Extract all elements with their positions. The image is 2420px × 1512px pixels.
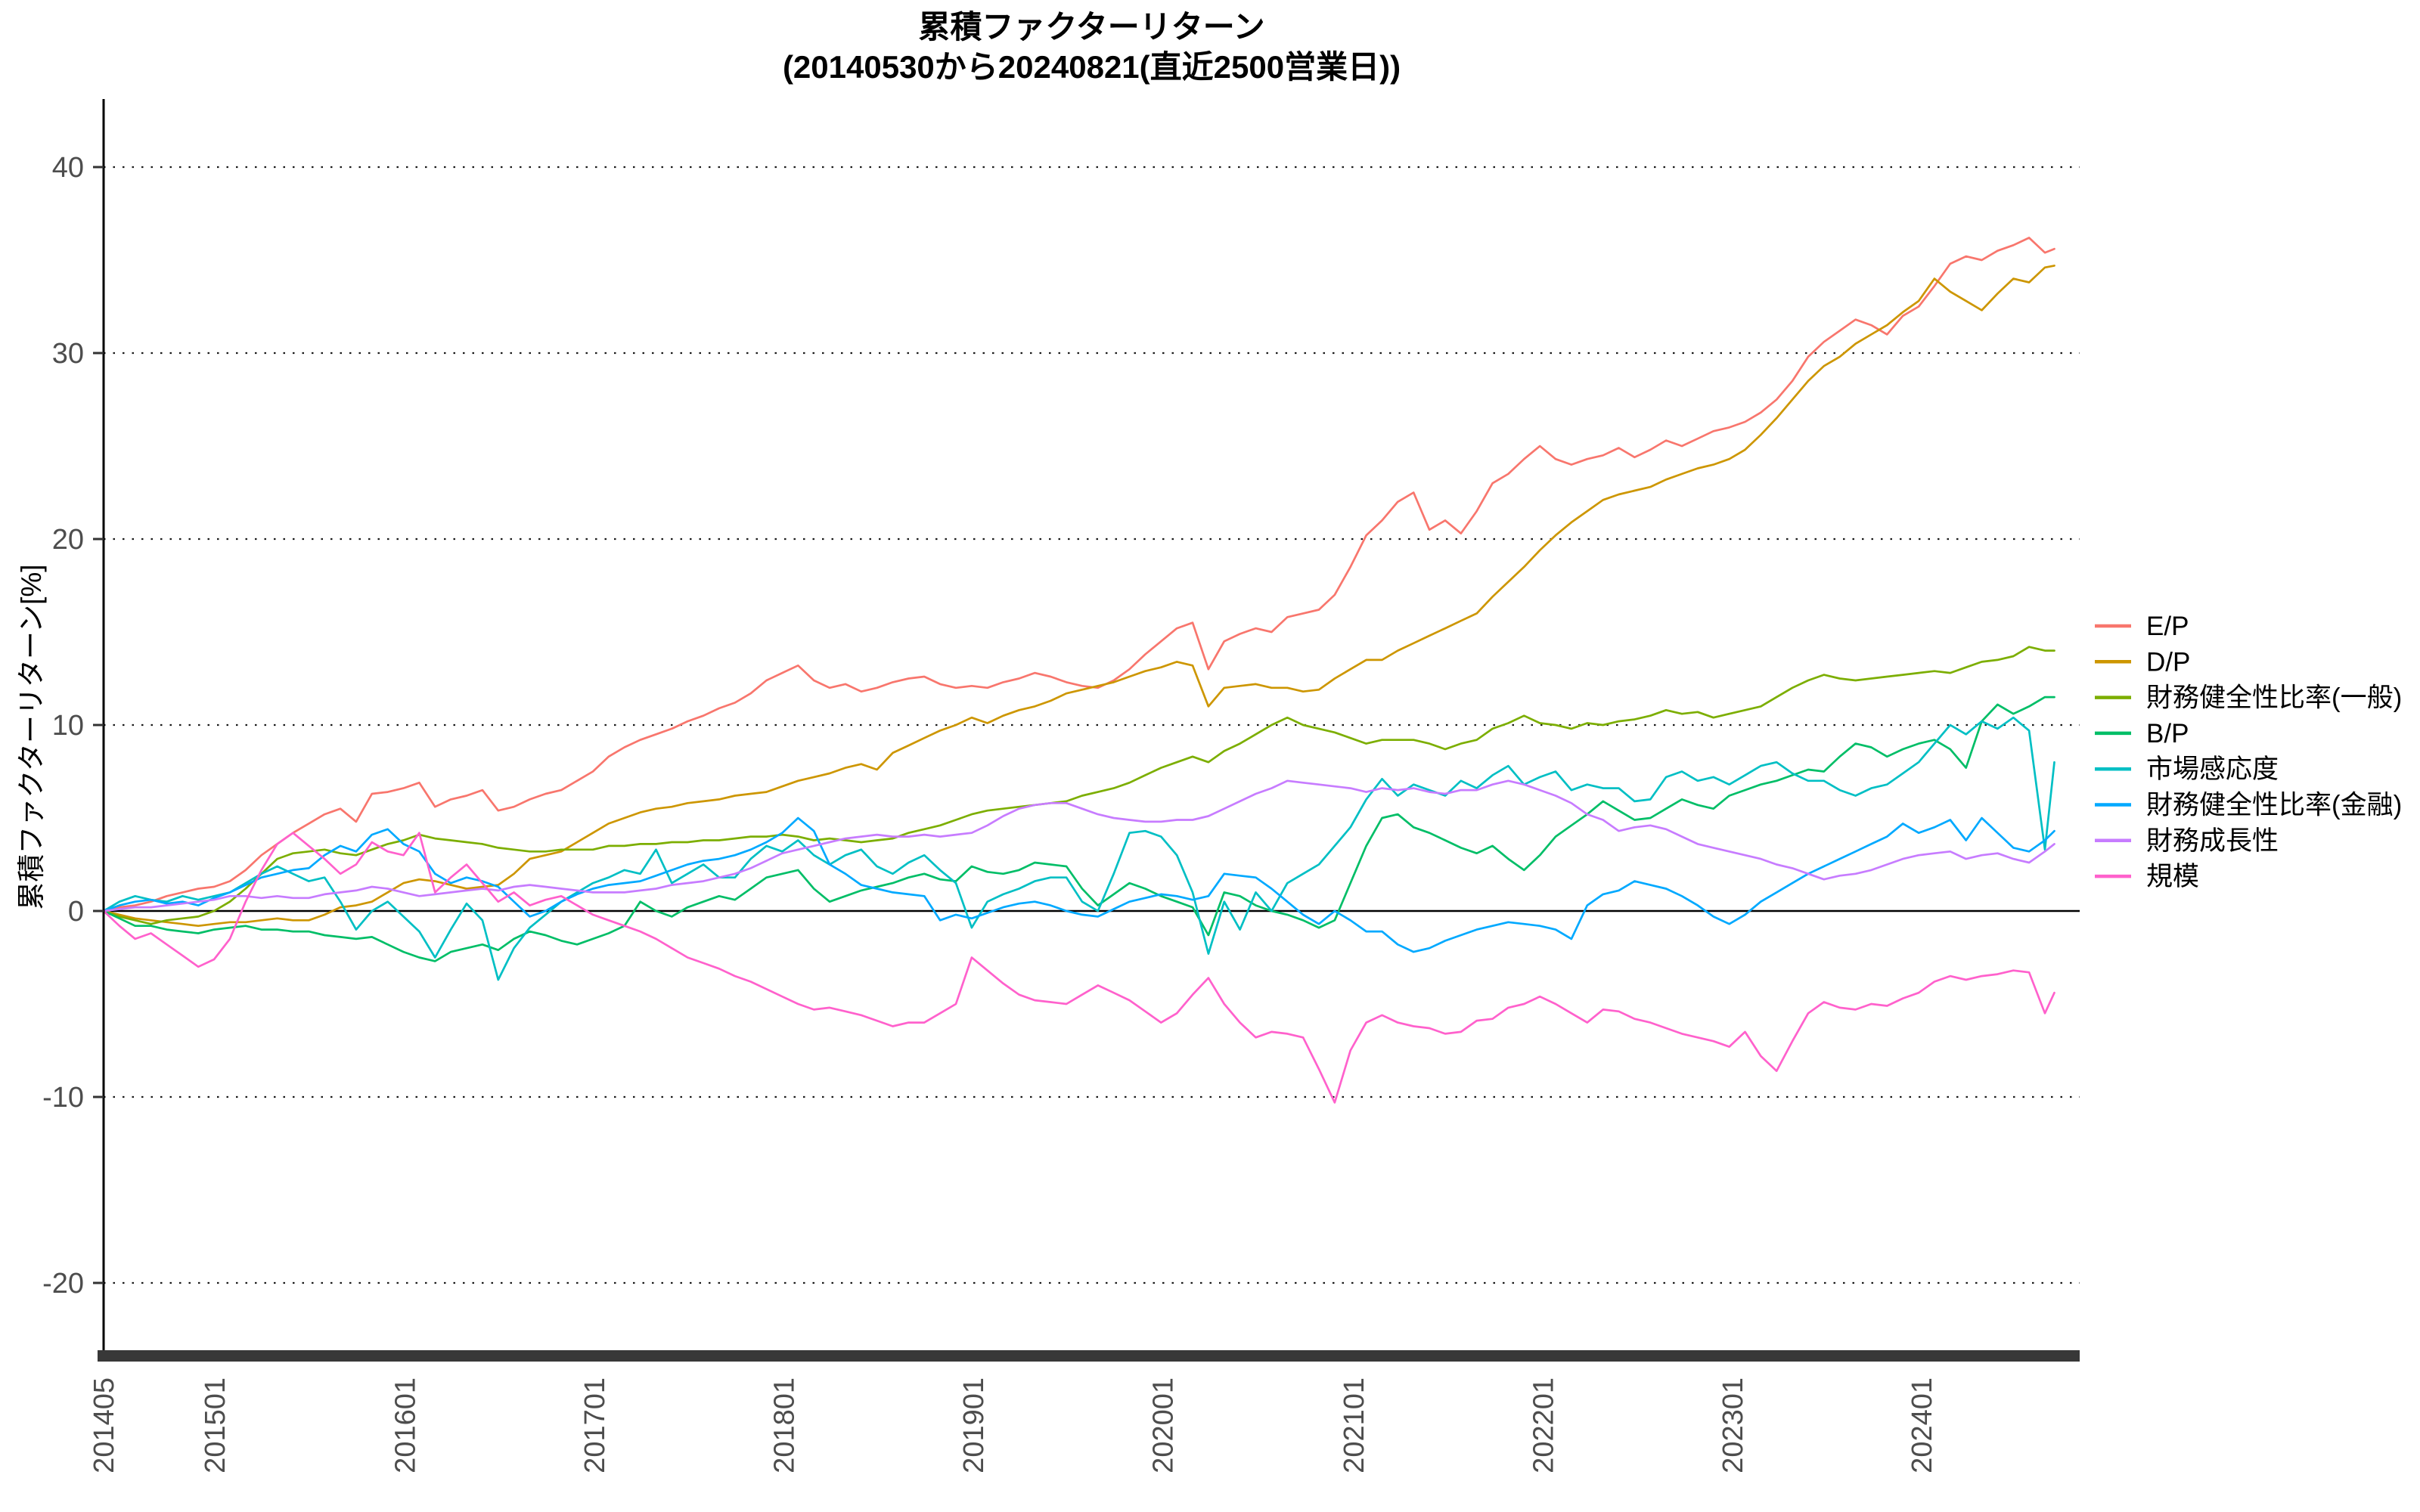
series-line-3 [102,646,2055,925]
legend-item-label: 市場感応度 [2146,754,2279,784]
y-tick-label: 30 [52,338,84,370]
y-tick-label: -20 [42,1268,84,1300]
legend-item: 財務健全性比率(金融) [2095,791,2402,820]
series-line-2 [102,265,2055,928]
legend-item: E/P [2095,612,2189,641]
x-tick-label: 202001 [1147,1377,1179,1473]
y-tick-label: 10 [52,710,84,742]
y-tick-label: 0 [68,896,84,928]
legend-item-label: E/P [2146,612,2189,641]
x-tick-label: 202201 [1528,1377,1559,1473]
legend-item: B/P [2095,719,2189,748]
chart-title-block: 累積ファクターリターン (20140530から20240821(直近2500営業… [104,8,2080,87]
legend-item: D/P [2095,647,2190,677]
legend-item-label: 規模 [2146,862,2199,891]
x-tick-label: 201801 [769,1377,801,1473]
x-tick-label: 201405 [88,1377,120,1473]
series-line-6 [102,816,2055,953]
x-tick-label: 201901 [958,1377,990,1473]
legend-item-label: 財務健全性比率(一般) [2146,683,2402,713]
x-tick-label: 201501 [200,1377,231,1473]
x-tick-label: 202401 [1907,1377,1938,1473]
series-line-1 [102,237,2055,912]
x-tick-label: 201601 [390,1377,422,1473]
legend-item-label: D/P [2146,647,2190,677]
legend-item: 財務健全性比率(一般) [2095,683,2402,713]
legend-item-label: B/P [2146,719,2189,748]
series-line-7 [102,779,2055,912]
legend-item-label: 財務健全性比率(金融) [2146,791,2402,820]
series-line-5 [102,716,2055,981]
y-tick-label: -10 [42,1082,84,1114]
y-tick-label: 40 [52,152,84,184]
legend-item-label: 財務成長性 [2146,826,2279,856]
x-axis-bar [98,1350,2080,1362]
y-axis-title: 累積ファクターリターン[%] [16,564,47,910]
y-tick-label: 20 [52,524,84,556]
chart-subtitle: (20140530から20240821(直近2500営業日)) [782,48,1401,85]
legend-item: 規模 [2095,862,2199,891]
x-tick-label: 201701 [579,1377,611,1473]
legend-item: 財務成長性 [2095,826,2279,856]
legend-item: 市場感応度 [2095,754,2279,784]
x-tick-label: 202101 [1339,1377,1370,1473]
x-tick-label: 202301 [1717,1377,1749,1473]
series-line-4 [102,696,2055,962]
chart-title: 累積ファクターリターン [918,9,1265,45]
series-line-8 [102,832,2055,1104]
